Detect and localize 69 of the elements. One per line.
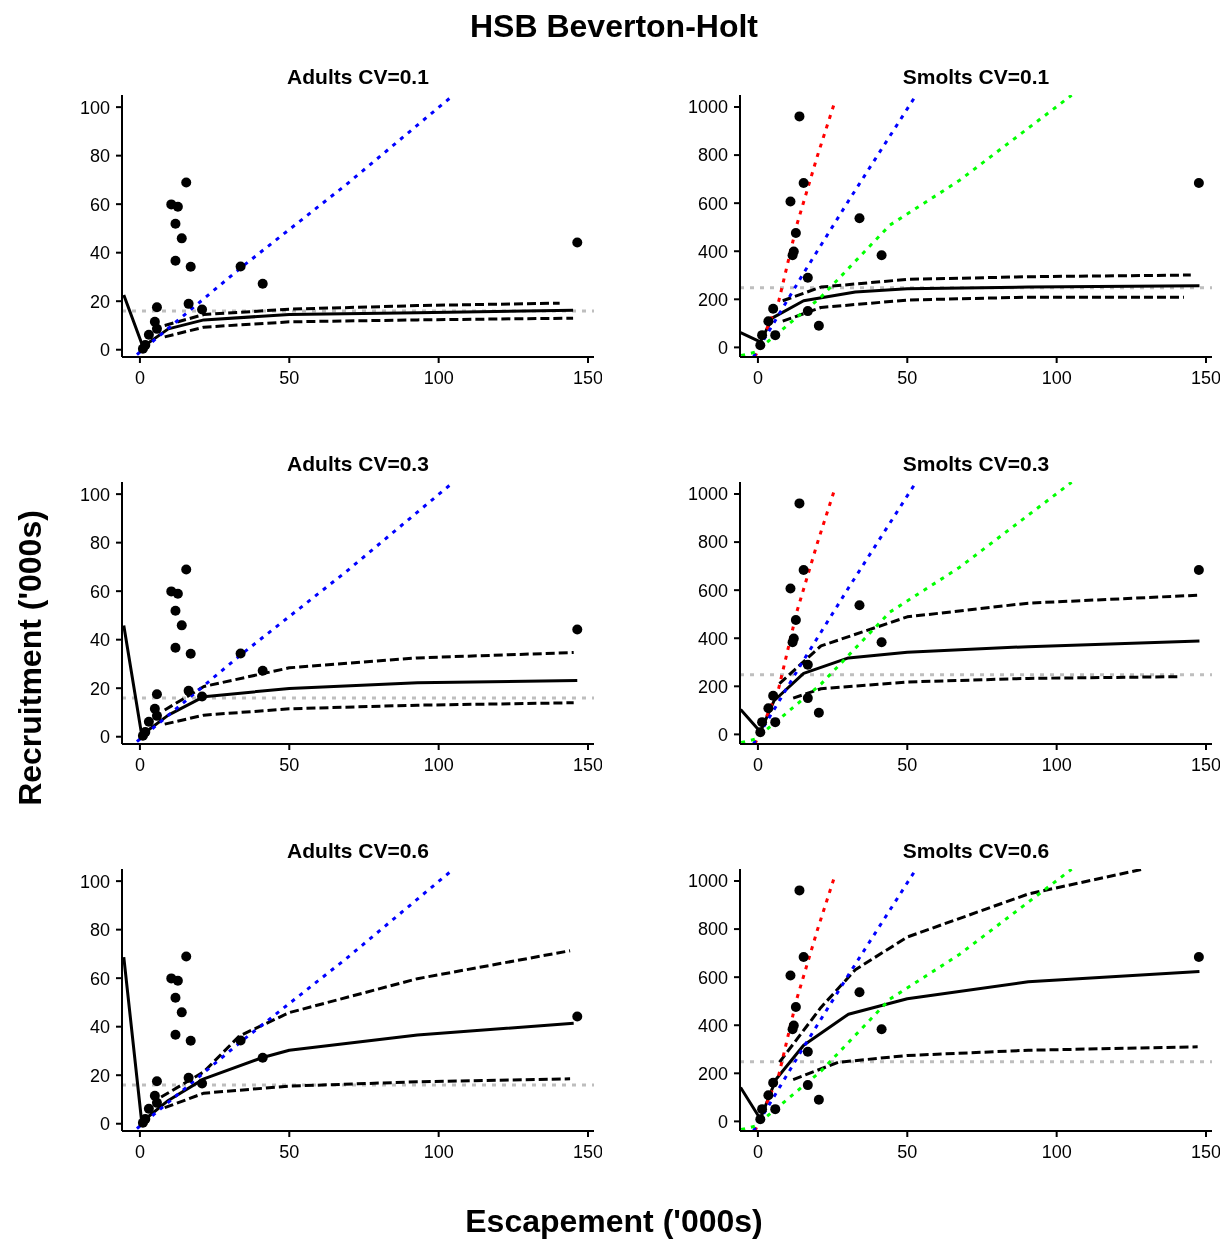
x-tick-label: 0 [134,367,145,388]
x-tick-label: 0 [134,1141,145,1162]
y-tick-label: 400 [697,241,728,262]
x-tick-label: 0 [752,754,763,775]
y-tick-label: 80 [89,146,110,167]
chart-title: Adults CV=0.3 [286,452,430,476]
y-tick-label: 40 [89,1017,110,1038]
chart-title: Adults CV=0.6 [286,839,430,863]
y-tick-label: 80 [89,533,110,554]
y-tick-label: 600 [697,580,728,601]
y-tick-label: 60 [89,581,110,602]
y-tick-label: 0 [717,724,728,745]
x-tick-label: 100 [1041,754,1072,775]
y-tick-label: 60 [89,194,110,215]
x-tick-label: 50 [897,1141,918,1162]
y-axis-title: Recruitment ('000s) [11,510,49,806]
y-tick-label: 40 [89,243,110,264]
x-tick-label: 100 [423,367,454,388]
y-tick-label: 200 [697,676,728,697]
x-tick-label: 150 [573,367,604,388]
y-tick-label: 60 [89,968,110,989]
y-tick-label: 100 [79,484,110,505]
x-tick-label: 150 [1191,367,1222,388]
y-tick-label: 20 [89,1065,110,1086]
x-tick-label: 100 [423,1141,454,1162]
x-tick-label: 150 [1191,1141,1222,1162]
y-tick-label: 80 [89,920,110,941]
x-tick-label: 100 [423,754,454,775]
x-tick-label: 0 [752,1141,763,1162]
y-tick-label: 200 [697,289,728,310]
y-tick-label: 0 [99,727,110,748]
y-tick-label: 400 [697,1015,728,1036]
x-tick-label: 50 [279,367,300,388]
x-axis-title: Escapement ('000s) [464,1203,764,1240]
x-tick-label: 150 [573,754,604,775]
y-tick-label: 200 [697,1063,728,1084]
x-tick-label: 100 [1041,1141,1072,1162]
chart-title: Smolts CV=0.6 [901,839,1051,863]
y-tick-label: 800 [697,532,728,553]
y-tick-label: 20 [89,678,110,699]
y-tick-label: 100 [79,97,110,118]
y-tick-label: 600 [697,967,728,988]
y-tick-label: 1000 [687,484,728,505]
y-tick-label: 0 [717,337,728,358]
y-tick-label: 800 [697,145,728,166]
chart-title: Adults CV=0.1 [286,65,430,89]
x-tick-label: 50 [897,367,918,388]
x-tick-label: 150 [1191,754,1222,775]
y-tick-label: 600 [697,193,728,214]
chart-title: Smolts CV=0.3 [901,452,1051,476]
y-tick-label: 40 [89,630,110,651]
x-tick-label: 50 [897,754,918,775]
y-tick-label: 0 [99,340,110,361]
text: HSB Beverton-Holt [469,8,759,45]
y-tick-label: 400 [697,628,728,649]
x-tick-label: 150 [573,1141,604,1162]
chart-title: Smolts CV=0.1 [901,65,1051,89]
y-tick-label: 20 [89,291,110,312]
x-tick-label: 50 [279,1141,300,1162]
y-tick-label: 0 [99,1114,110,1135]
y-tick-label: 1000 [687,871,728,892]
y-tick-label: 1000 [687,97,728,118]
y-tick-label: 800 [697,919,728,940]
x-tick-label: 50 [279,754,300,775]
x-tick-label: 0 [752,367,763,388]
y-tick-label: 0 [717,1111,728,1132]
x-tick-label: 100 [1041,367,1072,388]
y-tick-label: 100 [79,871,110,892]
x-tick-label: 0 [134,754,145,775]
